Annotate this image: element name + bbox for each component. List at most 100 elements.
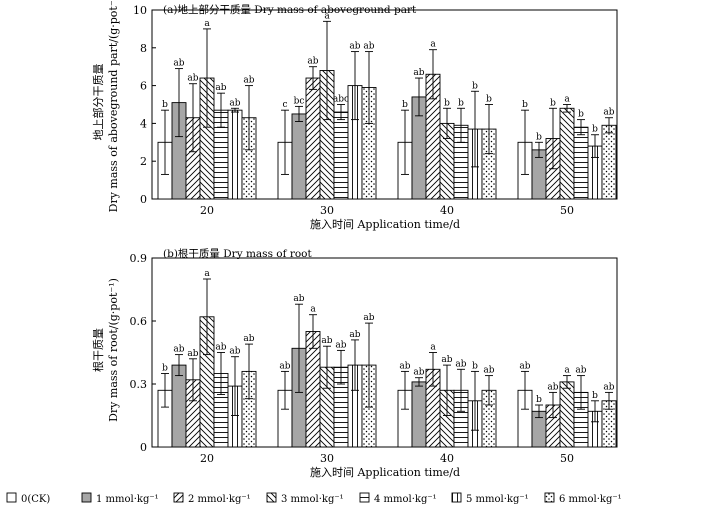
significance-label: ab: [547, 382, 558, 392]
significance-label: ab: [173, 345, 184, 355]
y-tick-label: 0.9: [130, 252, 148, 265]
significance-label: ab: [363, 42, 374, 52]
plot-frame-0: [151, 9, 618, 200]
panel-a-ylabel-en: Dry mass of aboveground part/(g·pot⁻¹): [107, 0, 120, 212]
significance-label: a: [430, 40, 436, 50]
significance-label: a: [310, 305, 316, 315]
significance-label: ab: [307, 57, 318, 67]
significance-label: ab: [483, 366, 494, 376]
significance-label: b: [592, 391, 598, 401]
legend-swatch-blank: [6, 492, 17, 503]
significance-label: ab: [215, 343, 226, 353]
significance-label: a: [564, 366, 570, 376]
significance-label: b: [162, 364, 168, 374]
significance-label: b: [550, 98, 556, 108]
significance-label: ab: [187, 349, 198, 359]
significance-label: b: [522, 100, 528, 110]
bar-0-1-2: [305, 77, 321, 200]
y-tick-label: 4: [140, 117, 147, 130]
significance-label: b: [592, 125, 598, 135]
legend-swatch-horizontal: [359, 492, 370, 503]
significance-label: ab: [413, 68, 424, 78]
significance-label: ab: [349, 330, 360, 340]
significance-label: b: [402, 100, 408, 110]
significance-label: ab: [243, 334, 254, 344]
bar-0-1-1: [291, 113, 307, 200]
panel-a-ylabel-cn: 地上部分干质量: [91, 64, 105, 141]
significance-label: a: [430, 343, 436, 353]
x-tick-label: 40: [440, 204, 454, 217]
bar-1-1-2: [305, 331, 321, 448]
significance-label: a: [324, 11, 330, 21]
legend-label: 4 mmol·kg⁻¹: [374, 494, 437, 505]
significance-label: ab: [575, 366, 586, 376]
significance-label: b: [472, 81, 478, 91]
legend-label: 1 mmol·kg⁻¹: [96, 494, 159, 505]
significance-label: abc: [333, 95, 349, 105]
y-tick-label: 0: [140, 193, 147, 206]
significance-label: ab: [187, 74, 198, 84]
plot-frame-1: [151, 257, 618, 448]
significance-label: ab: [293, 294, 304, 304]
significance-label: ab: [399, 361, 410, 371]
significance-label: ab: [229, 98, 240, 108]
x-tick-label: 30: [320, 452, 334, 465]
x-tick-label: 20: [200, 452, 214, 465]
significance-label: a: [204, 19, 210, 29]
bar-0-3-3: [559, 107, 575, 200]
legend-swatch-gray: [81, 492, 92, 503]
significance-label: b: [472, 361, 478, 371]
significance-label: ab: [243, 76, 254, 86]
significance-label: b: [536, 132, 542, 142]
significance-label: ab: [321, 336, 332, 346]
panel-b-ylabel-cn: 根干质量: [91, 328, 105, 372]
significance-label: a: [564, 95, 570, 105]
x-tick-label: 20: [200, 204, 214, 217]
legend-swatch-dots: [544, 492, 555, 503]
significance-label: ab: [363, 313, 374, 323]
y-tick-label: 10: [133, 4, 147, 17]
significance-label: b: [444, 98, 450, 108]
x-tick-label: 50: [560, 204, 574, 217]
significance-label: ab: [335, 340, 346, 350]
bar-1-3-3: [559, 381, 575, 448]
legend-label: 5 mmol·kg⁻¹: [466, 494, 529, 505]
bar-1-0-1: [171, 364, 187, 448]
x-tick-label: 50: [560, 452, 574, 465]
significance-label: b: [458, 98, 464, 108]
significance-label: b: [536, 395, 542, 405]
bar-0-3-4: [573, 126, 589, 200]
significance-label: b: [162, 100, 168, 110]
legend-label: 2 mmol·kg⁻¹: [188, 494, 251, 505]
y-tick-label: 0.3: [130, 378, 148, 391]
significance-label: ab: [229, 347, 240, 357]
significance-label: b: [578, 110, 584, 120]
y-tick-label: 2: [140, 155, 147, 168]
significance-label: ab: [441, 355, 452, 365]
panel-b-ylabel-en: Dry mass of root/(g·pot⁻¹): [107, 278, 120, 422]
significance-label: ab: [519, 361, 530, 371]
significance-label: ab: [279, 361, 290, 371]
x-tick-label: 30: [320, 204, 334, 217]
y-tick-label: 0: [140, 441, 147, 454]
legend-swatch-diag-right: [173, 492, 184, 503]
significance-label: ab: [349, 42, 360, 52]
panel-b-xlabel: 施入时间 Application time/d: [310, 466, 460, 479]
legend: 0(CK) 1 mmol·kg⁻¹ 2 mmol·kg⁻¹ 3 mmol·kg⁻¹ 4 …: [6, 492, 622, 505]
legend-swatch-vertical: [451, 492, 462, 503]
y-tick-label: 8: [140, 42, 147, 55]
significance-label: ab: [173, 59, 184, 69]
significance-label: a: [204, 269, 210, 279]
y-tick-label: 6: [140, 80, 147, 93]
significance-label: b: [486, 95, 492, 105]
bar-0-0-5: [227, 109, 243, 200]
significance-label: ab: [413, 368, 424, 378]
panel-b-title: (b)根干质量 Dry mass of root: [163, 247, 312, 260]
significance-label: ab: [215, 83, 226, 93]
significance-label: ab: [455, 359, 466, 369]
significance-label: ab: [603, 108, 614, 118]
legend-label: 0(CK): [21, 494, 50, 505]
x-tick-label: 40: [440, 452, 454, 465]
